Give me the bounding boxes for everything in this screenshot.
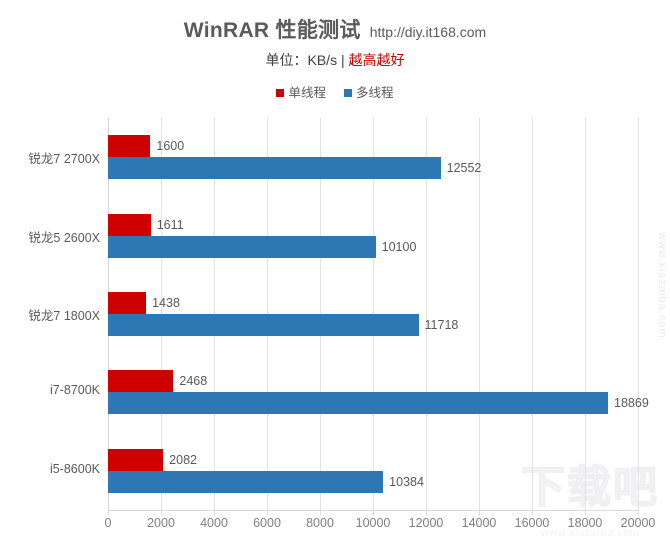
x-axis-tick-label: 4000 [200, 516, 228, 530]
bar-group: 2468 18869 [108, 370, 649, 415]
bar-group: 1600 12552 [108, 135, 638, 180]
y-axis-category-label: 锐龙7 1800X [28, 309, 100, 323]
bar-value-label: 10100 [381, 239, 417, 254]
x-axis-tick-mark [532, 510, 533, 515]
bar-single-thread[interactable] [108, 448, 164, 471]
x-axis-tick-mark [267, 510, 268, 515]
x-axis-tick-mark [214, 510, 215, 515]
source-url: http://diy.it168.com [369, 24, 487, 40]
bar-multi-thread[interactable] [108, 392, 609, 415]
chart-title-line: WinRAR 性能测试 http://diy.it168.com [184, 14, 486, 44]
gridline [585, 118, 586, 510]
bar-single-thread[interactable] [108, 292, 147, 314]
gridline [479, 118, 480, 510]
bar-value-label: 11718 [424, 318, 459, 332]
watermark-side-url: www.xiazaiba.com [656, 232, 668, 339]
x-axis-tick-mark [373, 510, 374, 515]
legend-swatch-icon [276, 89, 285, 97]
plot-area: 1600 12552 1611 10100 1438 11718 2468 18869 2082… [108, 118, 649, 510]
y-axis-category-label: i7-8700K [49, 383, 100, 398]
x-axis-tick-mark [161, 510, 162, 515]
bar-single-thread[interactable] [108, 135, 151, 158]
bar-value-label: 2082 [169, 452, 197, 467]
y-axis-category-label: i5-8600K [49, 461, 100, 476]
bar-value-label: 2468 [179, 374, 208, 389]
x-axis-tick-mark [585, 510, 586, 515]
gridline [638, 118, 639, 510]
bar-group: 1611 10100 [108, 213, 638, 258]
x-axis-tick-label: 18000 [567, 516, 603, 530]
bar-value-label: 10384 [389, 474, 424, 489]
legend-swatch-icon [344, 89, 352, 97]
y-axis-category-label: 锐龙5 2600X [28, 230, 100, 245]
x-axis-tick-mark [320, 510, 321, 515]
bar-multi-thread[interactable] [108, 157, 441, 180]
gridline [426, 118, 427, 510]
x-axis-tick-mark [638, 510, 639, 515]
bar-value-label: 1611 [156, 217, 184, 232]
x-axis-tick-label: 0 [104, 516, 112, 530]
bar-single-thread[interactable] [108, 370, 174, 393]
x-axis-tick-label: 16000 [514, 516, 550, 530]
x-axis-tick-label: 2000 [147, 516, 175, 530]
legend-item-label: 多线程 [356, 86, 394, 100]
bar-multi-thread[interactable] [108, 314, 419, 336]
bar-group: 2082 10384 [108, 448, 638, 493]
gridline [532, 118, 533, 510]
x-axis-tick-label: 6000 [253, 516, 281, 530]
y-axis-category-label: 锐龙7 2700X [28, 152, 100, 167]
x-axis-tick-label: 12000 [408, 516, 444, 530]
page-title: WinRAR 性能测试 [183, 19, 361, 42]
legend-item-label: 单线程 [288, 86, 326, 100]
bar-value-label: 1600 [156, 139, 185, 154]
x-axis-tick-label: 10000 [355, 516, 391, 530]
x-axis-tick-mark [108, 510, 109, 515]
chart-legend: 单线程 多线程 [0, 82, 670, 101]
bar-value-label: 12552 [446, 161, 482, 176]
bar-single-thread[interactable] [108, 213, 151, 236]
x-axis-tick-label: 14000 [461, 516, 497, 530]
bar-multi-thread[interactable] [108, 235, 376, 258]
bar-value-label: 1438 [152, 296, 180, 310]
legend-item-1[interactable]: 单线程 [276, 82, 326, 101]
bar-group: 1438 11718 [108, 292, 638, 336]
subtitle-highlight: 越高越好 [348, 52, 405, 68]
chart-subtitle: 单位：KB/s | 越高越好 [0, 50, 670, 70]
x-axis-tick-mark [426, 510, 427, 515]
legend-item-2[interactable]: 多线程 [344, 82, 394, 101]
x-axis-tick-label: 8000 [306, 516, 334, 530]
chart-title-block: WinRAR 性能测试 http://diy.it168.com 单位：KB/s … [0, 14, 670, 70]
subtitle-unit: 单位：KB/s | [265, 52, 349, 68]
bar-multi-thread[interactable] [108, 470, 384, 493]
bar-value-label: 18869 [614, 396, 649, 411]
x-axis-tick-label: 20000 [620, 516, 656, 530]
x-axis-tick-mark [479, 510, 480, 515]
